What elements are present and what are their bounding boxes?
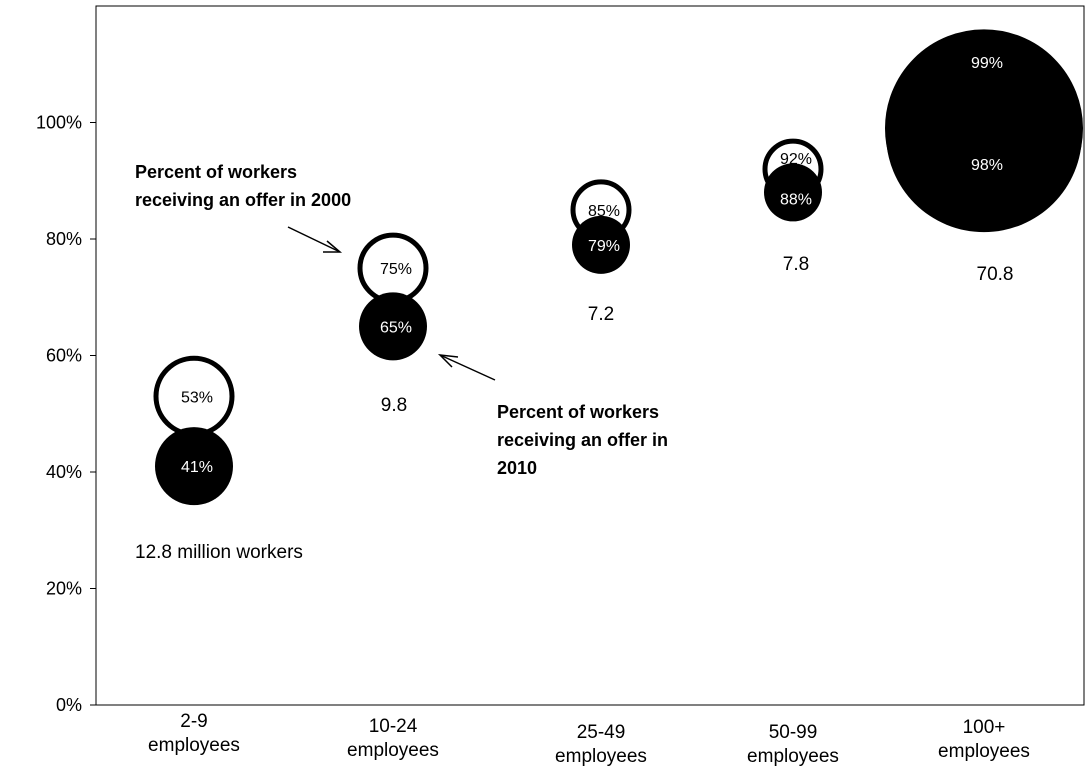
x-axis: 2-9 employees 10-24 employees 25-49 employees…	[148, 711, 1030, 767]
worker-count-label: 9.8	[381, 395, 407, 416]
annotation-arrow-2000	[287, 226, 341, 253]
worker-count-label: 7.2	[588, 304, 614, 325]
bubble-2010	[359, 292, 427, 361]
x-tick-label-line: 100+	[963, 717, 1006, 738]
annotation-arrowhead-2000	[323, 240, 343, 253]
annotation-text: Percent of workers receiving an offer in …	[135, 162, 351, 210]
x-tick-label-line: employees	[347, 740, 439, 761]
x-tick-label: 10-24 employees	[347, 716, 439, 761]
x-tick-label-line: employees	[148, 735, 240, 756]
bubble-2010	[155, 427, 233, 506]
annotation-text: Percent of workers receiving an offer in 2…	[497, 402, 668, 478]
bubble-2000-label: 85%	[588, 203, 620, 220]
bubble-2010	[572, 215, 630, 274]
bubble-2000-label: 92%	[780, 151, 812, 168]
worker-count-labels: 12.8 million workers 9.8 7.2 7.8 70.8	[135, 254, 1013, 563]
x-tick-label-line: 2-9	[180, 711, 207, 732]
bubble-2010	[764, 163, 822, 222]
worker-count-label: 12.8 million workers	[135, 542, 303, 563]
annotation-arrow-2010	[439, 354, 496, 381]
bubble-2010-label: 88%	[780, 191, 812, 208]
bubble-2000-label: 53%	[181, 389, 213, 406]
y-tick-label: 60%	[46, 346, 82, 366]
x-tick-label: 100+ employees	[938, 717, 1030, 762]
y-tick-label: 100%	[36, 113, 82, 133]
bubble-2010-label: 41%	[181, 459, 213, 476]
x-tick-label: 50-99 employees	[747, 722, 839, 767]
annotation-arrowhead-2010	[437, 354, 459, 368]
worker-count-label: 70.8	[977, 264, 1014, 285]
x-tick-label: 25-49 employees	[555, 722, 647, 767]
bubbles: 53% 41% 75% 65% 85% 79% 92% 88% 99% 98%	[153, 29, 1083, 506]
x-tick-label-line: employees	[938, 741, 1030, 762]
y-tick-label: 0%	[56, 695, 82, 715]
x-tick-label-line: employees	[555, 746, 647, 767]
annotation-line: 2010	[497, 458, 537, 478]
bubble-2010	[886, 36, 1082, 233]
y-axis: 0% 20% 40% 60% 80% 100%	[36, 113, 96, 715]
bubble-2000-label: 99%	[971, 55, 1003, 72]
bubble-2010-label: 65%	[380, 319, 412, 336]
y-tick-label: 20%	[46, 579, 82, 599]
x-tick-label: 2-9 employees	[148, 711, 240, 756]
x-tick-label-line: 10-24	[369, 716, 418, 737]
y-tick-label: 80%	[46, 229, 82, 249]
annotation-line: Percent of workers	[135, 162, 297, 182]
x-tick-label-line: 50-99	[769, 722, 818, 743]
bubble-2010-label: 98%	[971, 157, 1003, 174]
x-tick-label-line: 25-49	[577, 722, 626, 743]
y-tick-label: 40%	[46, 462, 82, 482]
annotation-line: Percent of workers	[497, 402, 659, 422]
annotations: Percent of workers receiving an offer in …	[135, 162, 668, 478]
bubble-2000-label: 75%	[380, 261, 412, 278]
x-tick-label-line: employees	[747, 746, 839, 767]
bubble-2010-label: 79%	[588, 238, 620, 255]
annotation-line: receiving an offer in	[497, 430, 668, 450]
annotation-line: receiving an offer in 2000	[135, 190, 351, 210]
worker-count-label: 7.8	[783, 254, 809, 275]
